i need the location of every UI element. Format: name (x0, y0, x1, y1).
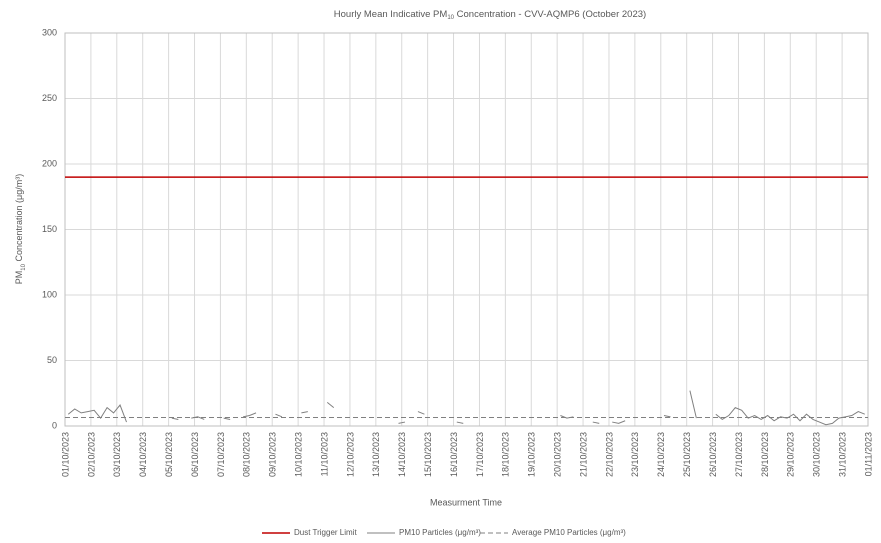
text-part: 10 (447, 15, 454, 21)
plot-frame (64, 32, 869, 427)
x-tick-label: 01/10/2023 (60, 432, 70, 477)
text-part: 10 (21, 263, 27, 270)
x-tick-label: 17/10/2023 (475, 432, 485, 477)
x-tick-label: 29/10/2023 (786, 432, 796, 477)
legend-label: PM10 Particles (μg/m³) (399, 528, 481, 537)
x-tick-label: 19/10/2023 (527, 432, 537, 477)
y-tick-label: 300 (42, 27, 57, 37)
x-tick-label: 06/10/2023 (190, 432, 200, 477)
y-tick-label: 150 (42, 224, 57, 234)
x-tick-label: 31/10/2023 (837, 432, 847, 477)
y-tick-label: 100 (42, 289, 57, 299)
data-line (67, 390, 865, 426)
x-tick-label: 15/10/2023 (423, 432, 433, 477)
chart-title: Hourly Mean Indicative PM10 Concentratio… (334, 9, 646, 21)
x-tick-label: 30/10/2023 (812, 432, 822, 477)
text-part: Concentration - CVV-AQMP6 (October 2023) (454, 9, 646, 20)
y-tick-label: 50 (47, 355, 57, 365)
x-tick-label: 23/10/2023 (630, 432, 640, 477)
x-tick-label: 13/10/2023 (371, 432, 381, 477)
x-tick-label: 02/10/2023 (86, 432, 96, 477)
x-tick-label: 26/10/2023 (708, 432, 718, 477)
x-tick-label: 01/11/2023 (863, 432, 873, 476)
x-tick-label: 04/10/2023 (138, 432, 148, 477)
legend-label: Dust Trigger Limit (294, 528, 357, 537)
x-tick-label: 22/10/2023 (604, 432, 614, 477)
x-tick-label: 10/10/2023 (294, 432, 304, 477)
x-tick-label: 21/10/2023 (578, 432, 588, 477)
text-part: Hourly Mean Indicative PM (334, 9, 448, 20)
x-tick-label: 05/10/2023 (164, 432, 174, 477)
x-tick-label: 16/10/2023 (449, 432, 459, 477)
x-tick-label: 25/10/2023 (682, 432, 692, 477)
y-tick-label: 250 (42, 93, 57, 103)
x-tick-label: 24/10/2023 (656, 432, 666, 477)
x-tick-label: 28/10/2023 (760, 432, 770, 477)
x-tick-label: 12/10/2023 (345, 432, 355, 477)
x-tick-label: 07/10/2023 (216, 432, 226, 477)
x-tick-label: 11/10/2023 (319, 432, 329, 476)
y-axis-label: PM10 Concentration (μg/m³) (14, 174, 26, 284)
x-tick-label: 27/10/2023 (734, 432, 744, 477)
x-axis-label: Measurment Time (430, 497, 502, 507)
x-tick-label: 03/10/2023 (112, 432, 122, 477)
text-part: Concentration (μg/m³) (14, 174, 24, 264)
x-tick-label: 20/10/2023 (553, 432, 563, 477)
legend-label: Average PM10 Particles (μg/m³) (512, 528, 626, 537)
x-tick-label: 14/10/2023 (397, 432, 407, 477)
y-tick-label: 200 (42, 158, 57, 168)
x-tick-label: 08/10/2023 (242, 432, 252, 477)
x-tick-label: 18/10/2023 (501, 432, 511, 477)
text-part: PM (14, 271, 24, 285)
x-tick-label: 09/10/2023 (268, 432, 278, 477)
y-tick-label: 0 (52, 420, 57, 430)
